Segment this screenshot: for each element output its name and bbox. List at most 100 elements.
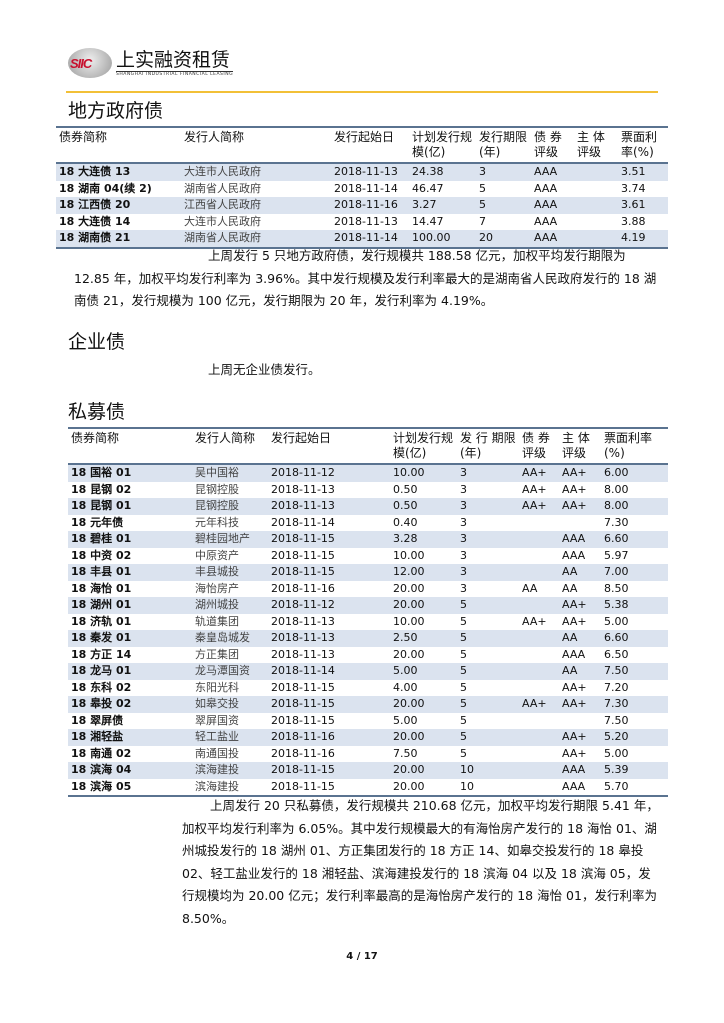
issuer-rating-cell bbox=[574, 163, 618, 181]
issuer-rating-cell bbox=[559, 713, 601, 730]
coupon-rate-cell: 6.00 bbox=[601, 464, 668, 482]
issue-size-cell: 46.47 bbox=[412, 181, 444, 195]
start-date-cell: 2018-11-15 bbox=[268, 564, 390, 581]
bond-name-cell: 18 秦发 01 bbox=[68, 630, 192, 647]
column-header: 发行期限(年) bbox=[476, 127, 531, 164]
issue-size-cell: 20.00 bbox=[393, 779, 425, 793]
bond-name-cell: 18 湖南 04(续 2) bbox=[59, 181, 152, 195]
start-date-cell: 2018-11-13 bbox=[331, 163, 409, 181]
bond-rating-cell bbox=[519, 779, 559, 797]
section-heading-local-gov: 地方政府债 bbox=[68, 100, 164, 122]
column-header: 发行起始日 bbox=[268, 428, 390, 465]
table-row: 18 滨海 04 滨海建投 2018-11-15 20.00 10 AAA 5.39 bbox=[68, 762, 668, 779]
column-header: 发 行 期限(年) bbox=[457, 428, 519, 465]
bond-name-cell: 18 中资 02 bbox=[71, 548, 132, 562]
column-header: 发行人简称 bbox=[181, 127, 331, 164]
start-date-cell: 2018-11-16 bbox=[271, 746, 335, 760]
term-cell: 3 bbox=[457, 464, 519, 482]
private-summary: 上周发行 20 只私募债，发行规模共 210.68 亿元，加权平均发行期限 5.… bbox=[182, 795, 660, 930]
column-header: 发行人简称 bbox=[192, 428, 268, 465]
term-cell: 5 bbox=[457, 597, 519, 614]
issuer-rating-cell bbox=[574, 197, 618, 214]
start-date-cell: 2018-11-14 bbox=[331, 230, 409, 248]
issuer-cell: 中原资产 bbox=[195, 548, 239, 562]
table-row: 18 龙马 01 龙马潭国资 2018-11-14 5.00 5 AA 7.50 bbox=[68, 663, 668, 680]
bond-name-cell: 18 丰县 01 bbox=[68, 564, 192, 581]
table-row: 18 江西债 20 江西省人民政府 2018-11-16 3.27 5 AAA 3.61 bbox=[56, 197, 668, 214]
column-header: 债 券评级 bbox=[531, 127, 574, 164]
table-row: 18 湖州 01 湖州城投 2018-11-12 20.00 5 AA+ 5.38 bbox=[68, 597, 668, 614]
coupon-rate-cell: 5.39 bbox=[601, 762, 668, 779]
start-date-cell: 2018-11-14 bbox=[334, 181, 398, 195]
table-row: 18 济轨 01 轨道集团 2018-11-13 10.00 5 AA+ AA+ 5.00 bbox=[68, 614, 668, 631]
bond-rating-cell: AA+ bbox=[519, 696, 559, 713]
column-header: 发行起始日 bbox=[331, 127, 409, 164]
start-date-cell: 2018-11-13 bbox=[271, 614, 335, 628]
column-header: 债 券评级 bbox=[519, 428, 559, 465]
column-header: 计划发行规模(亿) bbox=[390, 428, 457, 465]
coupon-rate-cell: 8.00 bbox=[604, 482, 629, 496]
coupon-rate-cell: 6.60 bbox=[601, 531, 668, 548]
issue-size-cell: 20.00 bbox=[390, 597, 457, 614]
bond-rating-cell: AAA bbox=[534, 214, 558, 228]
coupon-rate-cell: 7.50 bbox=[604, 713, 629, 727]
issuer-cell: 秦皇岛城发 bbox=[192, 630, 268, 647]
issuer-rating-cell: AA+ bbox=[562, 680, 587, 694]
table-header-row: 债券简称 发行人简称 发行起始日 计划发行规模(亿) 发 行 期限(年) 债 券评级主 体… bbox=[68, 428, 668, 465]
bond-name-cell: 18 皋投 02 bbox=[68, 696, 192, 713]
term-cell: 5 bbox=[476, 197, 531, 214]
issuer-rating-cell: AAA bbox=[562, 779, 586, 793]
bond-rating-cell: AA+ bbox=[519, 498, 559, 515]
table-row: 18 湘轻盐 轻工盐业 2018-11-16 20.00 5 AA+ 5.20 bbox=[68, 729, 668, 746]
bond-name-cell: 18 龙马 01 bbox=[68, 663, 192, 680]
start-date-cell: 2018-11-12 bbox=[268, 597, 390, 614]
issue-size-cell: 20.00 bbox=[390, 762, 457, 779]
bond-rating-cell: AAA bbox=[534, 181, 558, 195]
issue-size-cell: 20.00 bbox=[393, 581, 425, 595]
term-cell: 7 bbox=[479, 214, 486, 228]
term-cell: 5 bbox=[460, 614, 467, 628]
issuer-cell: 湖南省人民政府 bbox=[184, 181, 261, 195]
bond-rating-cell: AA+ bbox=[519, 464, 559, 482]
table-row: 18 东科 02 东阳光科 2018-11-15 4.00 5 AA+ 7.20 bbox=[68, 680, 668, 697]
bond-rating-cell bbox=[519, 531, 559, 548]
issuer-cell: 昆钢控股 bbox=[195, 482, 239, 496]
issuer-cell: 碧桂园地产 bbox=[192, 531, 268, 548]
page-number: 4 / 17 bbox=[346, 951, 378, 962]
private-summary-text: 上周发行 20 只私募债，发行规模共 210.68 亿元，加权平均发行期限 5.… bbox=[182, 798, 659, 926]
bond-rating-cell: AA+ bbox=[522, 614, 547, 628]
bond-rating-cell bbox=[519, 597, 559, 614]
issuer-cell: 江西省人民政府 bbox=[181, 197, 331, 214]
term-cell: 10 bbox=[460, 779, 474, 793]
start-date-cell: 2018-11-15 bbox=[268, 696, 390, 713]
bond-name-cell: 18 湘轻盐 bbox=[68, 729, 192, 746]
logo-chinese-name: 上实融资租赁 bbox=[116, 49, 234, 72]
issuer-rating-cell: AA bbox=[559, 663, 601, 680]
column-header: 计划发行规模(亿) bbox=[409, 127, 476, 164]
issuer-rating-cell: AA+ bbox=[559, 729, 601, 746]
issuer-rating-cell: AA+ bbox=[559, 464, 601, 482]
start-date-cell: 2018-11-16 bbox=[271, 581, 335, 595]
start-date-cell: 2018-11-13 bbox=[271, 482, 335, 496]
table-row: 18 湖南债 21 湖南省人民政府 2018-11-14 100.00 20 AAA 4.1… bbox=[56, 230, 668, 248]
bond-rating-cell bbox=[519, 729, 559, 746]
table-row: 18 海怡 01 海怡房产 2018-11-16 20.00 3 AA AA 8.50 bbox=[68, 581, 668, 598]
coupon-rate-cell: 5.70 bbox=[604, 779, 629, 793]
issuer-cell: 大连市人民政府 bbox=[184, 214, 261, 228]
bond-name-cell: 18 碧桂 01 bbox=[68, 531, 192, 548]
start-date-cell: 2018-11-13 bbox=[268, 630, 390, 647]
term-cell: 5 bbox=[457, 663, 519, 680]
table-row: 18 中资 02 中原资产 2018-11-15 10.00 3 AAA 5.97 bbox=[68, 548, 668, 565]
start-date-cell: 2018-11-15 bbox=[268, 531, 390, 548]
column-header: 主 体评级 bbox=[574, 127, 618, 164]
table-row: 18 大连债 14 大连市人民政府 2018-11-13 14.47 7 AAA 3.88 bbox=[56, 214, 668, 231]
start-date-cell: 2018-11-13 bbox=[268, 498, 390, 515]
term-cell: 3 bbox=[460, 482, 467, 496]
table-row: 18 滨海 05 滨海建投 2018-11-15 20.00 10 AAA 5.70 bbox=[68, 779, 668, 797]
private-bond-table: 债券简称 发行人简称 发行起始日 计划发行规模(亿) 发 行 期限(年) 债 券评级主 体… bbox=[68, 427, 668, 797]
issue-size-cell: 0.40 bbox=[393, 515, 418, 529]
issuer-rating-cell: AAA bbox=[562, 647, 586, 661]
term-cell: 3 bbox=[460, 515, 467, 529]
issue-size-cell: 24.38 bbox=[409, 163, 476, 181]
issuer-cell: 吴中国裕 bbox=[192, 464, 268, 482]
